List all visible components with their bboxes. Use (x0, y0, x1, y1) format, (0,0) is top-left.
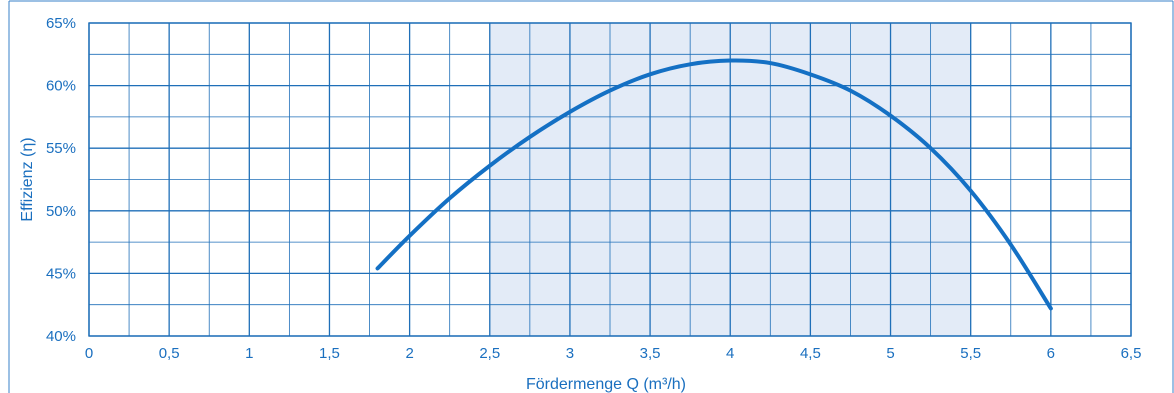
y-tick-label: 65% (46, 15, 76, 32)
x-tick-label: 4,5 (800, 345, 821, 362)
x-tick-label: 2 (405, 345, 413, 362)
x-tick-label: 1 (245, 345, 253, 362)
y-tick-label: 45% (46, 265, 76, 282)
x-tick-labels: 0 0,5 1 1,5 2 2,5 3 3,5 4 4,5 5 5,5 6 6,5 (85, 345, 1142, 362)
x-tick-label: 0 (85, 345, 93, 362)
x-tick-label: 6,5 (1121, 345, 1142, 362)
y-tick-label: 40% (46, 328, 76, 345)
x-tick-label: 5 (886, 345, 894, 362)
y-axis-title: Effizienz (η) (19, 137, 36, 221)
y-tick-label: 55% (46, 140, 76, 157)
y-tick-label: 60% (46, 78, 76, 95)
grid (88, 22, 1132, 337)
x-tick-label: 1,5 (319, 345, 340, 362)
x-tick-label: 3,5 (640, 345, 661, 362)
x-tick-label: 6 (1047, 345, 1055, 362)
efficiency-curve (375, 58, 1053, 311)
x-tick-label: 5,5 (960, 345, 981, 362)
x-tick-label: 3 (566, 345, 574, 362)
x-tick-label: 2,5 (479, 345, 500, 362)
y-tick-label: 50% (46, 203, 76, 220)
x-tick-label: 4 (726, 345, 734, 362)
plot-border (88, 22, 1132, 337)
x-tick-label: 0,5 (159, 345, 180, 362)
x-axis-title: Fördermenge Q (m³/h) (526, 376, 686, 393)
y-tick-labels: 40% 45% 50% 55% 60% 65% (46, 15, 76, 345)
